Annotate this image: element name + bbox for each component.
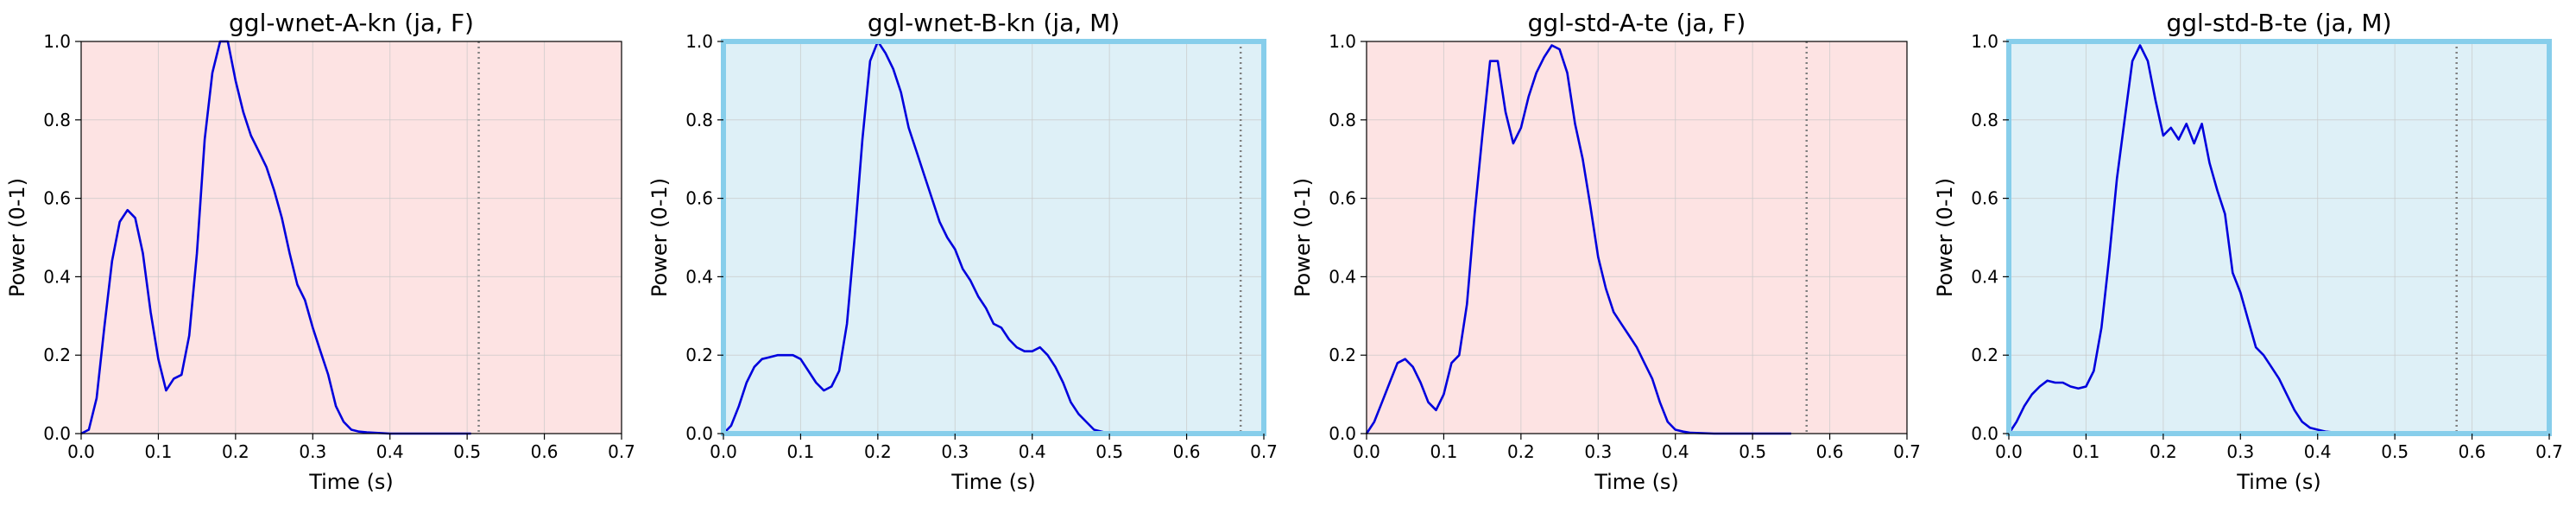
highlight-frame bbox=[2006, 39, 2552, 436]
plot-background bbox=[2009, 41, 2549, 434]
series-line-1 bbox=[723, 40, 1110, 435]
plot-background bbox=[1367, 41, 1907, 434]
x-tick-label: 0.5 bbox=[453, 441, 481, 462]
y-axis-label: Power (0-1) bbox=[647, 178, 672, 297]
chart-title: ggl-wnet-A-kn (ja, F) bbox=[229, 9, 474, 37]
series-line-1 bbox=[80, 40, 471, 435]
x-tick-label: 0.2 bbox=[864, 441, 892, 462]
x-tick-label: 0.4 bbox=[1662, 441, 1689, 462]
x-tick-label: 0.7 bbox=[2535, 441, 2563, 462]
x-tick-label: 0.5 bbox=[1739, 441, 1766, 462]
x-axis-label: Time (s) bbox=[1594, 470, 1679, 494]
x-tick-label: 0.2 bbox=[1507, 441, 1535, 462]
y-tick-label: 0.6 bbox=[685, 188, 713, 209]
y-tick-label: 0.2 bbox=[1329, 345, 1356, 365]
y-tick-label: 0.0 bbox=[1329, 423, 1356, 444]
y-axis-label: Power (0-1) bbox=[1291, 178, 1315, 297]
x-axis-label: Time (s) bbox=[308, 470, 394, 494]
x-tick-label: 0.7 bbox=[608, 441, 635, 462]
series-line-1 bbox=[2007, 44, 2457, 435]
y-tick-label: 0.2 bbox=[43, 345, 71, 365]
x-tick-label: 0.5 bbox=[1095, 441, 1123, 462]
x-tick-label: 0.2 bbox=[2150, 441, 2177, 462]
x-tick-label: 0.0 bbox=[67, 441, 95, 462]
axes-frame bbox=[1366, 41, 1908, 434]
x-tick-label: 0.0 bbox=[710, 441, 737, 462]
x-tick-label: 0.6 bbox=[1173, 441, 1201, 462]
y-tick-label: 0.4 bbox=[1329, 266, 1356, 287]
chart-panel-3: 0.0 0.1 0.2 0.3 0.4 0.5 0.6 0.7 0.0 0.2 0.4 0.6 0.8 1… bbox=[1291, 9, 1921, 494]
y-tick-label: 0.4 bbox=[43, 266, 71, 287]
y-tick-label: 0.2 bbox=[685, 345, 713, 365]
series-line-1 bbox=[1365, 44, 1791, 435]
x-tick-label: 0.7 bbox=[1250, 441, 1278, 462]
y-tick-label: 0.8 bbox=[1329, 110, 1356, 130]
plot-background bbox=[81, 41, 622, 434]
x-tick-label: 0.6 bbox=[2459, 441, 2486, 462]
y-tick-label: 0.8 bbox=[1971, 110, 1998, 130]
x-tick-label: 0.2 bbox=[222, 441, 249, 462]
chart-panel-4: 0.0 0.1 0.2 0.3 0.4 0.5 0.6 0.7 0.0 0.2 0.4 0.6 0.8 1… bbox=[1933, 9, 2563, 494]
x-tick-label: 0.1 bbox=[1430, 441, 1458, 462]
x-tick-label: 0.1 bbox=[787, 441, 815, 462]
x-tick-label: 0.4 bbox=[2304, 441, 2332, 462]
y-axis-label: Power (0-1) bbox=[5, 178, 29, 297]
y-tick-label: 1.0 bbox=[1329, 31, 1356, 52]
y-axis-label: Power (0-1) bbox=[1933, 178, 1957, 297]
x-tick-label: 0.3 bbox=[1584, 441, 1612, 462]
y-tick-label: 1.0 bbox=[43, 31, 71, 52]
x-axis-label: Time (s) bbox=[950, 470, 1036, 494]
chart-title: ggl-std-B-te (ja, M) bbox=[2166, 9, 2391, 37]
chart-title: ggl-wnet-B-kn (ja, M) bbox=[868, 9, 1120, 37]
x-tick-label: 0.0 bbox=[1353, 441, 1380, 462]
y-tick-label: 0.6 bbox=[1329, 188, 1356, 209]
x-tick-label: 0.6 bbox=[531, 441, 559, 462]
chart-title: ggl-std-A-te (ja, F) bbox=[1528, 9, 1746, 37]
highlight-frame bbox=[721, 39, 1266, 436]
axes-frame bbox=[80, 41, 622, 434]
x-tick-label: 0.4 bbox=[1019, 441, 1046, 462]
y-tick-label: 0.2 bbox=[1971, 345, 1998, 365]
y-tick-label: 1.0 bbox=[685, 31, 713, 52]
x-tick-label: 0.1 bbox=[145, 441, 173, 462]
x-axis-label: Time (s) bbox=[2236, 470, 2321, 494]
x-tick-label: 0.3 bbox=[2226, 441, 2254, 462]
x-tick-label: 0.3 bbox=[941, 441, 969, 462]
y-tick-label: 0.0 bbox=[1971, 423, 1998, 444]
y-tick-label: 0.0 bbox=[685, 423, 713, 444]
y-tick-label: 0.8 bbox=[685, 110, 713, 130]
x-tick-label: 0.7 bbox=[1893, 441, 1921, 462]
x-tick-label: 0.6 bbox=[1816, 441, 1844, 462]
x-tick-label: 0.1 bbox=[2073, 441, 2100, 462]
y-tick-label: 0.6 bbox=[43, 188, 71, 209]
y-tick-label: 1.0 bbox=[1971, 31, 1998, 52]
y-tick-label: 0.4 bbox=[1971, 266, 1998, 287]
x-tick-label: 0.0 bbox=[1995, 441, 2023, 462]
y-tick-label: 0.4 bbox=[685, 266, 713, 287]
x-tick-label: 0.3 bbox=[299, 441, 326, 462]
plot-background bbox=[723, 41, 1264, 434]
y-tick-label: 0.6 bbox=[1971, 188, 1998, 209]
x-tick-label: 0.4 bbox=[376, 441, 404, 462]
chart-panel-1: 0.0 0.1 0.2 0.3 0.4 0.5 0.6 0.7 0.0 0.2 0.4 0.6 0.8 1… bbox=[5, 9, 635, 494]
x-tick-label: 0.5 bbox=[2381, 441, 2409, 462]
y-tick-label: 0.0 bbox=[43, 423, 71, 444]
chart-panel-2: 0.0 0.1 0.2 0.3 0.4 0.5 0.6 0.7 0.0 0.2 0.4 0.6 0.8 1… bbox=[647, 9, 1278, 494]
y-tick-label: 0.8 bbox=[43, 110, 71, 130]
